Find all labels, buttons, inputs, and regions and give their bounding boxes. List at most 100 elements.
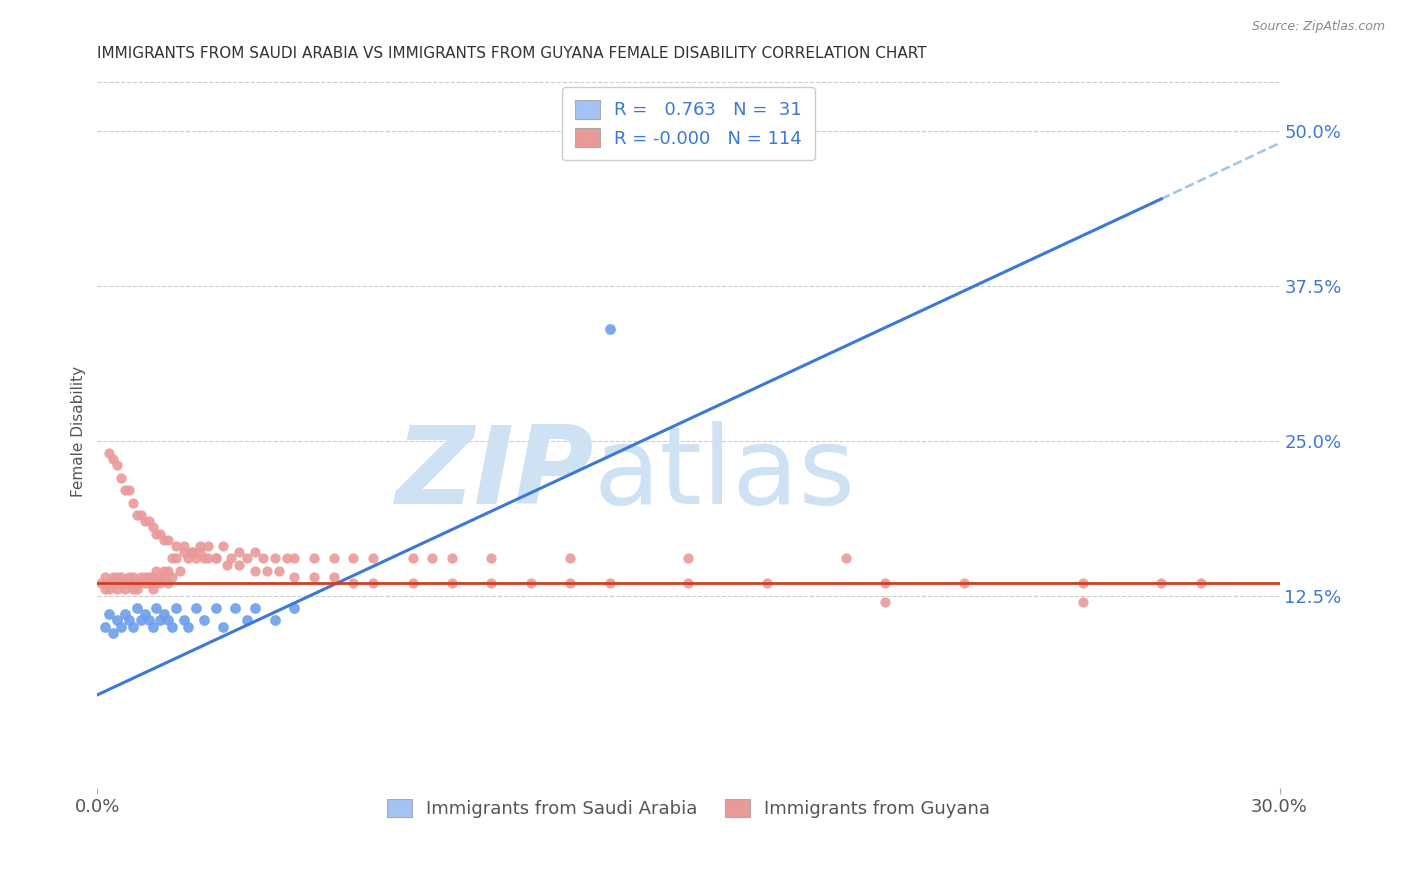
Point [125,601,148,615]
Point [114,483,136,498]
Point [193,551,215,566]
Point [153,607,176,622]
Point [188,539,211,553]
Point [224,601,246,615]
Point [157,533,180,547]
Point [110,570,132,584]
Point [114,576,136,591]
Point [98,446,121,460]
Point [141,620,163,634]
Point [121,620,143,634]
Point [276,551,298,566]
Point [149,526,172,541]
Point [283,570,305,584]
Point [153,564,176,578]
Point [1071,576,1094,591]
Point [953,576,976,591]
Point [1189,576,1212,591]
Point [129,614,152,628]
Point [149,576,172,591]
Point [243,601,266,615]
Point [105,458,128,473]
Point [129,508,152,522]
Point [90,576,112,591]
Point [153,570,176,584]
Point [118,614,141,628]
Point [141,520,163,534]
Point [678,576,700,591]
Point [125,576,148,591]
Point [302,570,325,584]
Point [322,570,344,584]
Point [361,551,384,566]
Point [165,539,187,553]
Point [267,564,290,578]
Point [101,576,124,591]
Point [204,601,226,615]
Point [204,551,226,566]
Point [101,452,124,467]
Point [121,582,143,597]
Point [149,614,172,628]
Point [145,576,167,591]
Point [94,570,117,584]
Point [342,576,364,591]
Point [160,551,183,566]
Point [263,551,285,566]
Point [401,576,423,591]
Point [560,551,582,566]
Point [197,539,219,553]
Text: atlas: atlas [593,421,856,527]
Point [121,570,143,584]
Point [110,471,132,485]
Point [118,483,141,498]
Point [121,496,143,510]
Point [1071,595,1094,609]
Point [197,551,219,566]
Point [118,570,141,584]
Point [173,539,195,553]
Point [94,582,117,597]
Point [110,620,132,634]
Point [302,551,325,566]
Point [599,322,621,336]
Point [160,570,183,584]
Point [440,576,463,591]
Point [184,551,207,566]
Point [134,570,156,584]
Point [160,620,183,634]
Point [283,551,305,566]
Text: Source: ZipAtlas.com: Source: ZipAtlas.com [1251,20,1385,33]
Point [134,514,156,528]
Point [1150,576,1173,591]
Point [138,514,160,528]
Point [228,545,250,559]
Point [263,614,285,628]
Point [157,614,180,628]
Point [98,607,121,622]
Point [157,564,180,578]
Point [212,539,235,553]
Point [401,551,423,566]
Point [236,551,259,566]
Point [252,551,274,566]
Point [283,601,305,615]
Point [134,576,156,591]
Point [342,551,364,566]
Point [138,614,160,628]
Point [481,551,503,566]
Point [181,545,204,559]
Point [481,576,503,591]
Point [105,570,128,584]
Point [125,508,148,522]
Point [145,564,167,578]
Point [678,551,700,566]
Point [221,551,243,566]
Point [440,551,463,566]
Text: ZIP: ZIP [395,421,593,527]
Point [125,582,148,597]
Point [361,576,384,591]
Point [193,614,215,628]
Point [560,576,582,591]
Point [875,576,897,591]
